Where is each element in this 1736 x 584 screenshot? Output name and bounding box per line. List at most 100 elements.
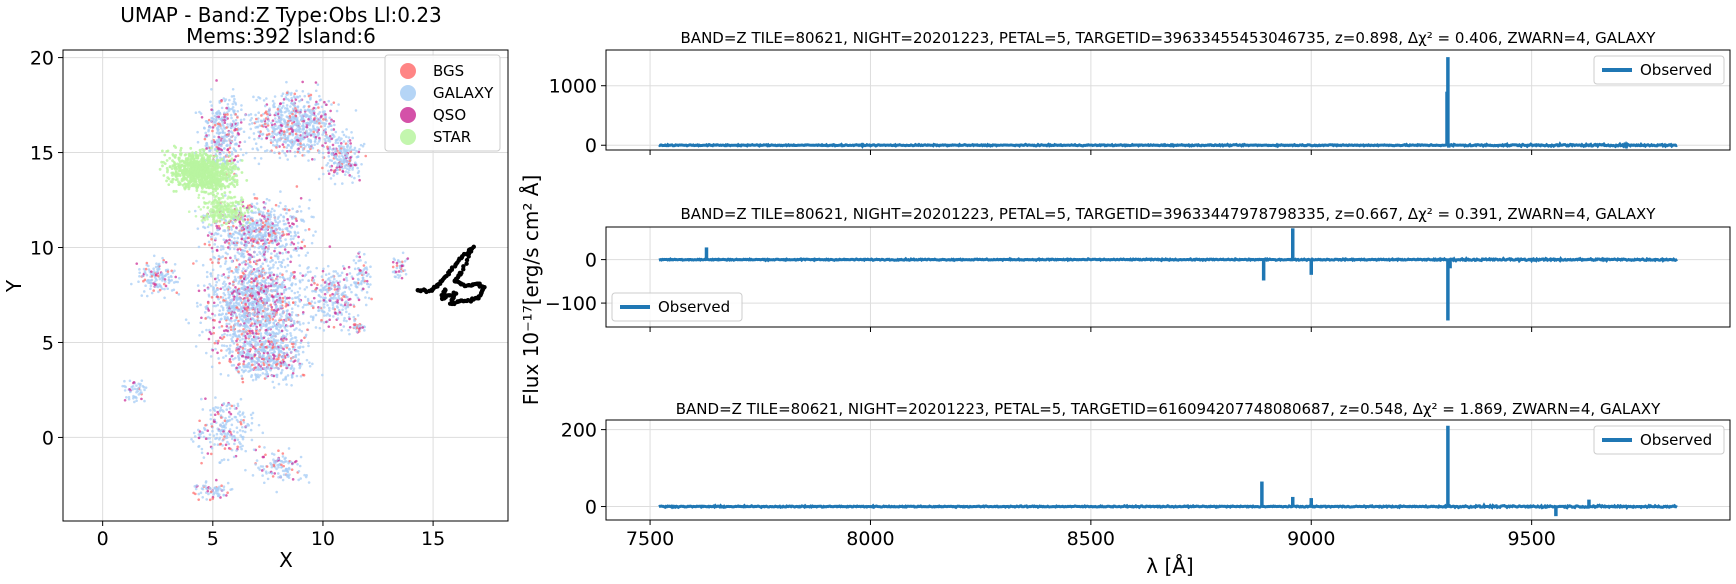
umap-point <box>345 163 348 167</box>
umap-point <box>328 299 332 302</box>
umap-point <box>248 312 252 316</box>
umap-point <box>270 471 274 475</box>
umap-point <box>234 149 238 153</box>
umap-point <box>152 282 156 285</box>
umap-point <box>232 100 236 103</box>
umap-point <box>140 379 144 383</box>
umap-point <box>342 278 346 281</box>
umap-point <box>305 303 308 307</box>
umap-point <box>215 116 218 119</box>
umap-point <box>254 313 258 316</box>
umap-point <box>216 406 220 409</box>
umap-point <box>203 289 207 292</box>
umap-point <box>144 386 148 389</box>
umap-point <box>167 281 171 285</box>
umap-point <box>270 342 274 346</box>
umap-point <box>138 268 141 271</box>
umap-point <box>265 319 269 323</box>
umap-point <box>267 363 271 367</box>
umap-point <box>209 413 213 417</box>
umap-point <box>319 119 322 123</box>
umap-point <box>275 490 278 494</box>
umap-point <box>316 83 320 86</box>
umap-point <box>258 309 261 313</box>
umap-point <box>199 112 203 115</box>
umap-point <box>221 421 225 425</box>
umap-point <box>250 322 254 325</box>
umap-point <box>324 127 327 131</box>
umap-point <box>337 274 341 278</box>
umap-point <box>267 129 270 133</box>
umap-point <box>292 342 295 346</box>
umap-point <box>128 379 132 383</box>
umap-point <box>281 251 284 255</box>
umap-point <box>279 213 283 217</box>
umap-point <box>242 255 246 258</box>
umap-point <box>220 127 223 130</box>
umap-point <box>270 237 274 241</box>
umap-point <box>294 459 298 463</box>
umap-point <box>234 155 238 158</box>
umap-point <box>265 465 269 468</box>
umap-point <box>321 151 325 155</box>
umap-point <box>226 491 229 494</box>
umap-point <box>236 431 239 434</box>
umap-point <box>170 289 174 292</box>
umap-point <box>228 286 232 290</box>
umap-point <box>255 267 259 271</box>
umap-point <box>395 266 399 270</box>
umap-point <box>228 154 231 158</box>
umap-point <box>337 289 340 292</box>
umap-point <box>352 259 356 262</box>
umap-point <box>281 280 285 284</box>
umap-point <box>271 266 275 269</box>
umap-point <box>279 325 282 328</box>
umap-point <box>361 276 365 280</box>
umap-point <box>299 209 303 213</box>
umap-point <box>199 321 202 325</box>
umap-point <box>209 119 213 123</box>
umap-point <box>161 277 165 281</box>
umap-point <box>200 461 203 465</box>
umap-point <box>282 258 285 262</box>
umap-point <box>260 273 263 277</box>
umap-point <box>224 251 228 255</box>
umap-point <box>240 108 243 112</box>
umap-point <box>236 248 240 251</box>
umap-point <box>309 114 312 118</box>
umap-point <box>333 288 337 291</box>
umap-point <box>248 290 252 294</box>
umap-point <box>208 282 211 286</box>
umap-point <box>245 268 248 272</box>
umap-point <box>239 121 243 124</box>
umap-point <box>265 346 268 349</box>
umap-point <box>336 281 340 285</box>
umap-point <box>132 381 136 384</box>
umap-point <box>299 477 302 480</box>
umap-point <box>311 306 315 310</box>
umap-point <box>254 378 258 381</box>
umap-point <box>206 234 210 237</box>
umap-point <box>292 322 296 325</box>
umap-point <box>333 285 337 289</box>
umap-point <box>280 466 283 469</box>
umap-point <box>260 469 264 472</box>
umap-point <box>323 292 327 296</box>
umap-point <box>262 357 265 361</box>
umap-point <box>356 155 360 158</box>
umap-point <box>294 300 297 304</box>
umap-point <box>275 243 279 246</box>
umap-point <box>290 101 293 105</box>
umap-point <box>240 261 244 265</box>
umap-point <box>332 325 336 329</box>
umap-point <box>269 266 272 270</box>
umap-point <box>364 261 367 264</box>
umap-point <box>296 241 300 245</box>
umap-point <box>222 424 225 428</box>
umap-point <box>307 159 310 162</box>
umap-point <box>239 148 243 151</box>
umap-point <box>345 279 349 282</box>
umap-point <box>289 359 293 363</box>
umap-point <box>210 425 214 428</box>
umap-point <box>289 237 293 241</box>
